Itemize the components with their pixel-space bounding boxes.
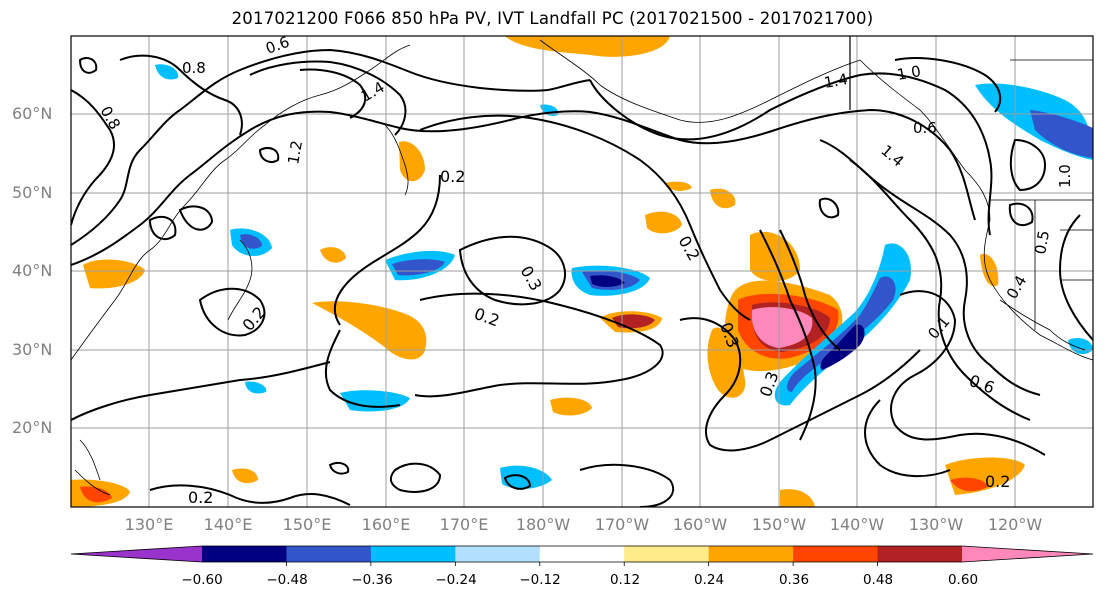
colorbar-tick-label: 0.48 xyxy=(862,572,894,588)
coastlines xyxy=(71,36,1093,496)
contour-label: 0.8 xyxy=(182,59,206,77)
colorbar-extend-high xyxy=(962,546,1093,562)
colorbar-tick-label: 0.60 xyxy=(947,572,979,588)
contour-label: 1.0 xyxy=(1056,164,1074,188)
contour-label: 0.2 xyxy=(188,488,213,507)
lon-label: 130°E xyxy=(124,515,174,534)
colorbar-tick-label: 0.36 xyxy=(778,572,810,588)
colorbar-tick-label: −0.24 xyxy=(435,572,477,588)
lon-label: 170°E xyxy=(439,515,489,534)
colorbar-segment xyxy=(624,546,710,562)
contour-label: 0.6 xyxy=(913,119,937,137)
colorbar-segment xyxy=(370,546,456,562)
lon-label: 180°W xyxy=(515,515,571,534)
lat-label: 50°N xyxy=(12,183,53,202)
map-title: 2017021200 F066 850 hPa PV, IVT Landfall… xyxy=(231,9,874,28)
colorbar-tick-label: 0.12 xyxy=(609,572,641,588)
colorbar-segment xyxy=(793,546,879,562)
colorbar-segment xyxy=(539,546,625,562)
lon-label: 140°E xyxy=(203,515,253,534)
contour-label: 1.4 xyxy=(823,70,850,92)
pv-contours xyxy=(71,48,1093,507)
contour-label: 1.0 xyxy=(896,62,923,84)
contour-label: 0.2 xyxy=(440,167,465,186)
contour-label: 1.2 xyxy=(284,139,306,166)
lon-label: 130°W xyxy=(908,515,964,534)
lat-label: 30°N xyxy=(12,340,53,359)
colorbar-tick-label: −0.36 xyxy=(351,572,393,588)
lat-label: 60°N xyxy=(12,104,53,123)
colorbar-tick-label: −0.12 xyxy=(519,572,561,588)
contour-label: 0.2 xyxy=(985,472,1010,491)
lat-label: 20°N xyxy=(12,418,53,437)
colorbar-segment xyxy=(455,546,541,562)
contour-label: 0.5 xyxy=(1031,229,1053,256)
map-panel: 0.8 0.6 1.4 1.2 0.8 0.2 0.3 0.2 0.2 0.3 … xyxy=(71,36,1093,507)
lat-label: 40°N xyxy=(12,261,53,280)
colorbar-outline xyxy=(70,545,1094,563)
lon-label: 160°E xyxy=(361,515,411,534)
lon-label: 140°W xyxy=(829,515,885,534)
colorbar xyxy=(70,545,1094,566)
colorbar-extend-low xyxy=(71,546,202,562)
lon-label: 150°E xyxy=(282,515,332,534)
map-frame xyxy=(70,35,1094,508)
graticule xyxy=(71,36,1093,507)
colorbar-segment xyxy=(286,546,372,562)
lon-label: 170°W xyxy=(594,515,650,534)
lon-label: 120°W xyxy=(987,515,1043,534)
colorbar-segment xyxy=(202,546,287,562)
colorbar-segment xyxy=(877,546,963,562)
lon-label: 150°W xyxy=(751,515,807,534)
colorbar-tick-label: −0.60 xyxy=(181,572,223,588)
lon-label: 160°W xyxy=(672,515,728,534)
colorbar-segment xyxy=(708,546,794,562)
colorbar-tick-label: −0.48 xyxy=(266,572,308,588)
colorbar-tick-label: 0.24 xyxy=(693,572,725,588)
